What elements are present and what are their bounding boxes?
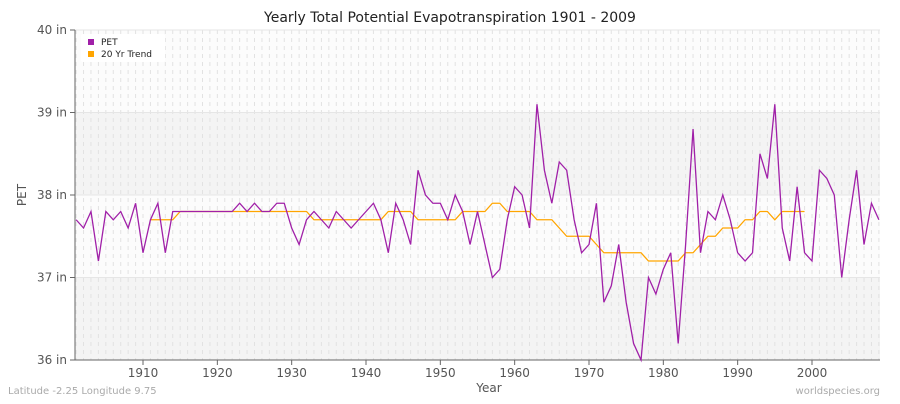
legend-swatch-trend — [88, 51, 94, 57]
x-tick-label: 1970 — [574, 366, 605, 380]
legend-swatch-pet — [88, 39, 94, 45]
y-tick-label: 36 in — [37, 353, 67, 367]
y-tick-label: 37 in — [37, 271, 67, 285]
coordinates-footer: Latitude -2.25 Longitude 9.75 — [8, 386, 157, 397]
chart-title: Yearly Total Potential Evapotranspiratio… — [263, 10, 636, 26]
x-tick-label: 1940 — [351, 366, 382, 380]
x-tick-label: 2000 — [797, 366, 828, 380]
y-tick-label: 38 in — [37, 188, 67, 202]
x-tick-label: 1990 — [722, 366, 753, 380]
series-line-pet — [75, 104, 880, 363]
legend: PET 20 Yr Trend — [81, 34, 165, 62]
x-tick-label: 1920 — [202, 366, 233, 380]
x-tick-label: 1930 — [276, 366, 307, 380]
x-tick-label: 1910 — [128, 366, 159, 380]
legend-label-pet: PET — [101, 38, 118, 48]
y-tick-label: 40 in — [37, 23, 67, 37]
source-footer: worldspecies.org — [796, 386, 880, 397]
x-tick-label: 1980 — [648, 366, 679, 380]
legend-label-trend: 20 Yr Trend — [101, 50, 152, 60]
x-axis-label: Year — [475, 381, 501, 395]
y-axis-label: PET — [15, 183, 29, 206]
x-tick-label: 1960 — [499, 366, 530, 380]
y-tick-label: 39 in — [37, 106, 67, 120]
x-tick-label: 1950 — [425, 366, 456, 380]
